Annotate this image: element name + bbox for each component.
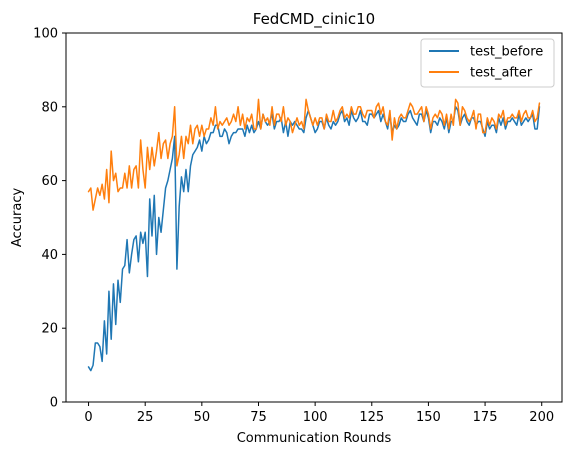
y-tick-label: 40 bbox=[41, 248, 58, 263]
y-tick-label: 80 bbox=[41, 100, 58, 115]
x-tick-label: 100 bbox=[303, 410, 328, 425]
plot-area: 0 25 50 75 100 125 150 175 200 0 20 40 60 80 100 bbox=[33, 27, 563, 425]
legend: test_before test_after bbox=[420, 38, 555, 88]
x-tick-label: 25 bbox=[137, 410, 154, 425]
x-tick-label: 0 bbox=[84, 410, 92, 425]
y-tick-label: 60 bbox=[41, 174, 58, 189]
y-axis: 0 20 40 60 80 100 bbox=[33, 27, 66, 411]
x-tick-label: 50 bbox=[194, 410, 211, 425]
legend-label-test-before: test_before bbox=[470, 45, 543, 60]
y-tick-label: 20 bbox=[41, 322, 58, 337]
y-tick-label: 100 bbox=[33, 27, 58, 42]
series-line-test-before bbox=[87, 106, 541, 372]
x-tick-label: 175 bbox=[473, 410, 498, 425]
y-tick-label: 0 bbox=[50, 396, 58, 411]
legend-label-test-after: test_after bbox=[470, 66, 533, 81]
series-line-test-after bbox=[87, 98, 541, 211]
y-axis-title: Accuracy bbox=[10, 188, 25, 248]
x-tick-label: 125 bbox=[359, 410, 384, 425]
series-lines bbox=[87, 98, 541, 372]
x-axis-title: Communication Rounds bbox=[237, 431, 392, 446]
x-tick-label: 150 bbox=[416, 410, 441, 425]
x-tick-label: 200 bbox=[529, 410, 554, 425]
x-axis: 0 25 50 75 100 125 150 175 200 bbox=[84, 402, 554, 425]
plot-frame bbox=[65, 32, 563, 403]
chart-title: FedCMD_cinic10 bbox=[253, 10, 375, 29]
x-tick-label: 75 bbox=[250, 410, 267, 425]
